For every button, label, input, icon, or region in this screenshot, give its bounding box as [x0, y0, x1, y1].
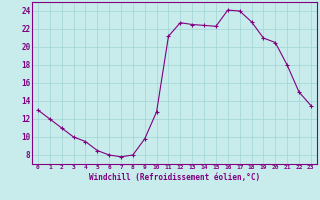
X-axis label: Windchill (Refroidissement éolien,°C): Windchill (Refroidissement éolien,°C) [89, 173, 260, 182]
